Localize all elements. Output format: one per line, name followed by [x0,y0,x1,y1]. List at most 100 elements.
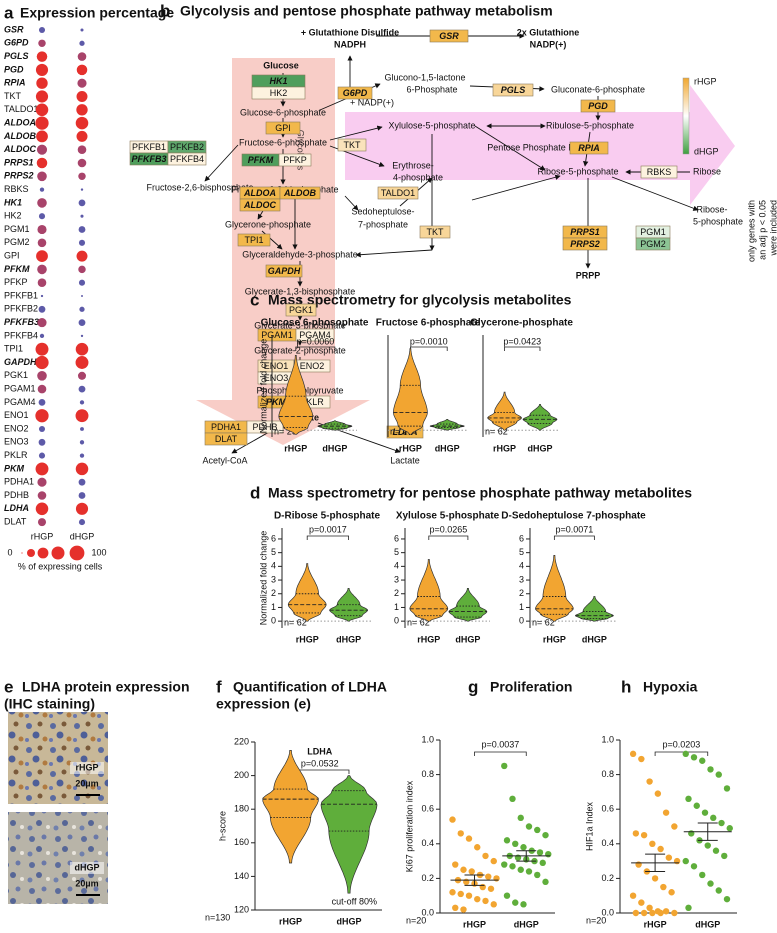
y-tick-label: 1 [394,602,399,612]
point [479,883,486,891]
gene-label: PGLS [4,51,29,61]
metabolite: Fructose-6-phosphate [239,137,327,147]
legend-note: an adj p < 0.05 [757,200,767,260]
enzyme-label: PGK1 [289,305,313,315]
y-tick-label: 0.8 [421,769,434,779]
y-tick-label: 0.4 [421,838,434,848]
dot [37,224,47,235]
label-bg [70,862,104,874]
image-label: dHGP [74,862,99,872]
point [707,766,714,773]
subtitle: LDHA [307,746,332,756]
point [482,897,489,905]
panel-letter: g [468,677,478,696]
enzyme-label: PGAM1 [261,330,293,340]
gene-label: PKM [4,463,25,473]
enzyme-label: TPI1 [244,235,263,245]
arrow [329,125,383,141]
metabolite: 6-Phosphate [406,84,457,94]
violin-body [393,348,428,435]
dot [78,385,86,393]
enzyme-label: PFKM [248,155,274,165]
point [474,844,481,851]
metabolite: Glycerate-1,3-bisphosphate [245,286,356,296]
y-tick-label: 0.0 [601,907,614,917]
bracket [654,751,709,756]
violin-body [278,355,314,435]
section-title: Mass spectrometry for glycolysis metabol… [268,292,572,308]
enzyme-label: RPIA [578,143,600,153]
dot [37,278,47,288]
panel-title: (IHC staining) [4,696,95,712]
y-tick-label: 0.2 [421,873,434,883]
chart-title: D-Sedoheptulose 7-phosphate [501,511,646,522]
violin-body [522,404,558,431]
enzyme-label: RBKS [647,167,672,177]
dot [35,355,49,370]
category-label: dHGP [336,634,361,644]
enzyme-box [377,186,419,200]
point [660,883,667,891]
point [651,875,659,882]
n-label: n= 62 [407,617,430,627]
y-tick-label: 5 [519,547,524,557]
dot [78,226,86,233]
point [501,762,508,770]
y-tick-label: 2 [394,588,399,598]
gene-label: PRPS1 [4,157,34,167]
enzyme-box [237,233,271,247]
y-tick-label: 5 [271,547,276,557]
enzyme-box [640,165,678,179]
dot [75,462,89,476]
size-legend-label: 100 [91,547,106,557]
enzyme-box [204,432,248,446]
point [715,887,722,894]
point [457,830,464,837]
point [520,844,527,851]
point [536,849,544,856]
dot [79,400,85,405]
point [688,830,695,837]
n-label: n= 62 [485,426,508,436]
gene-label: HK2 [4,211,22,221]
point [465,892,473,899]
point [501,861,508,868]
p-value: p=0.0060 [296,336,334,346]
metabolite: 2x Glutathione [517,27,580,37]
point [534,826,541,834]
point [452,904,459,912]
point [701,809,709,816]
metabolite: + Glutathione Disulfide [301,27,399,37]
dot [35,409,49,423]
dot [78,319,86,326]
enzyme-label: TKT [427,227,445,237]
point [485,873,492,880]
category-label: rHGP [284,443,307,453]
point [662,908,670,915]
dot [79,440,85,445]
y-tick-label: 1.0 [421,734,434,744]
p-value: p=0.0532 [301,758,339,768]
y-tick-label: 160 [234,837,249,847]
point [665,854,673,861]
dot [35,103,49,117]
enzyme-label: ENO3 [264,373,289,383]
enzyme-label: PFKFB1 [132,142,166,152]
violin-body [487,391,522,431]
dot [37,477,47,487]
category-label: dHGP [435,443,460,453]
panel-letter: b [160,1,170,20]
gene-label: ENO1 [4,410,29,420]
gene-label: PGK1 [4,370,28,380]
gene-label: PFKFB1 [4,290,38,300]
point [539,859,546,867]
enzyme-label: HK1 [269,76,287,86]
chart-title: Quantification of LDHA [233,679,387,695]
enzyme-label: PRPS2 [570,239,600,249]
enzyme-box [285,303,317,317]
dot [35,342,49,356]
point [463,878,470,886]
bracket [474,751,527,756]
chart-title: D-Ribose 5-phosphate [274,511,381,522]
n-label: n= 62 [284,617,307,627]
